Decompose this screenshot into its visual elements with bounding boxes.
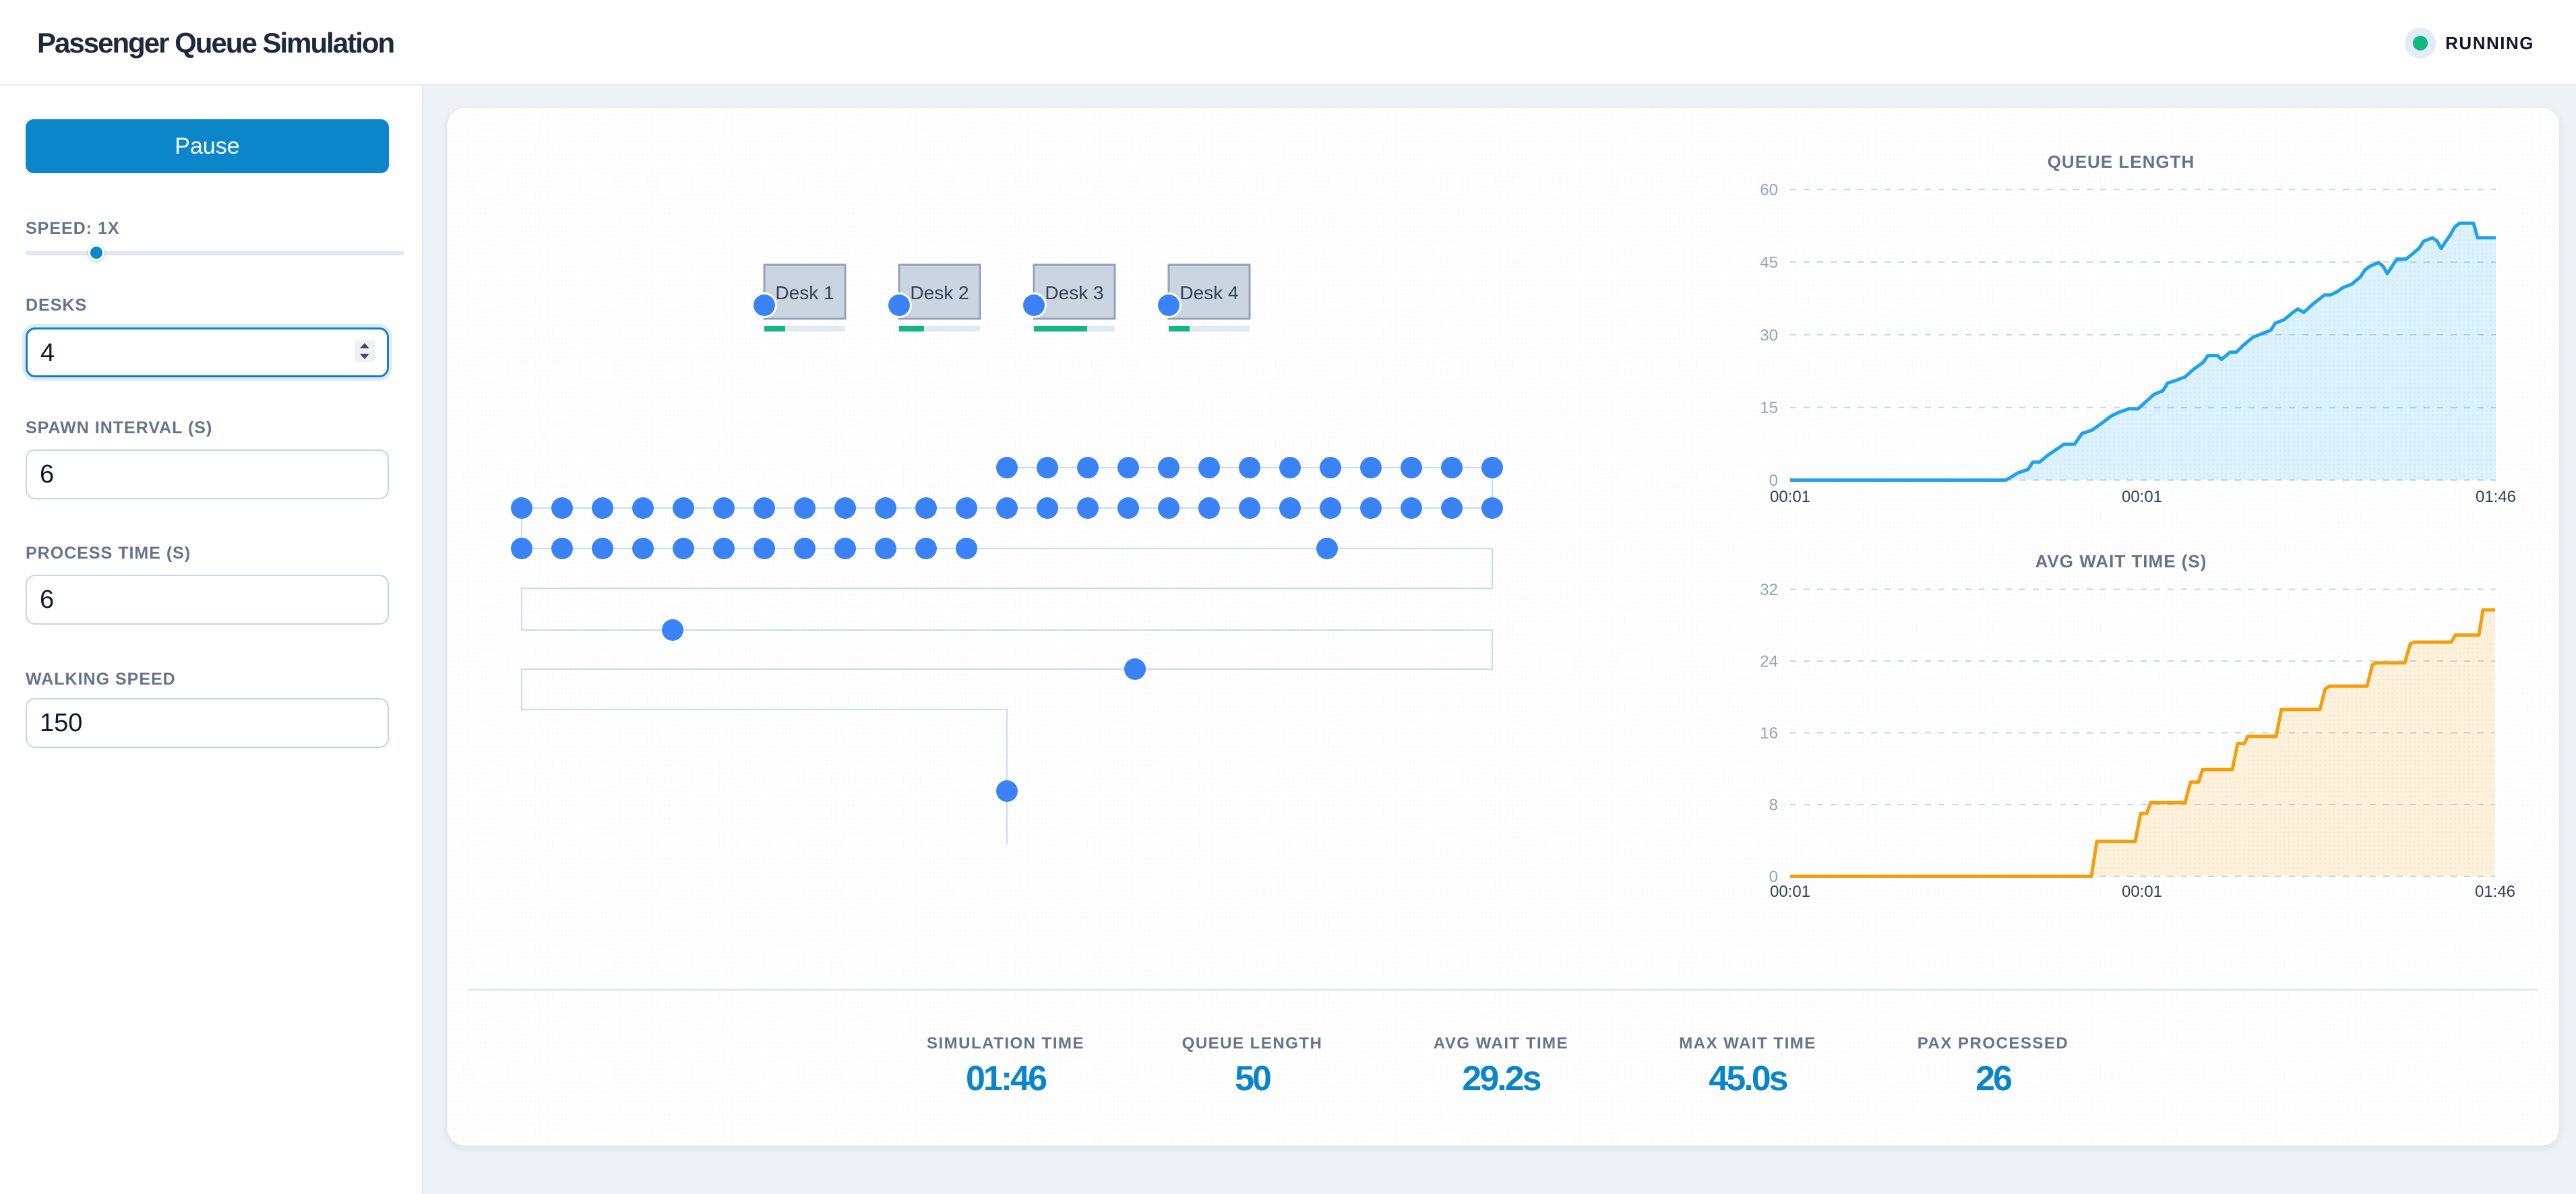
svg-text:32: 32 xyxy=(1760,581,1778,599)
svg-text:01:46: 01:46 xyxy=(2475,883,2515,901)
svg-text:45.0s: 45.0s xyxy=(1709,1059,1787,1098)
svg-text:00:01: 00:01 xyxy=(2122,488,2162,506)
svg-text:26: 26 xyxy=(1975,1059,2012,1098)
svg-text:16: 16 xyxy=(1760,724,1778,743)
svg-text:01:46: 01:46 xyxy=(2476,488,2516,506)
svg-text:60: 60 xyxy=(1760,181,1778,199)
svg-text:QUEUE LENGTH: QUEUE LENGTH xyxy=(2048,152,2195,172)
svg-text:MAX WAIT TIME: MAX WAIT TIME xyxy=(1679,1034,1816,1052)
svg-text:30: 30 xyxy=(1760,326,1778,344)
svg-text:24: 24 xyxy=(1760,653,1778,671)
svg-text:0: 0 xyxy=(1769,868,1778,886)
svg-text:AVG WAIT TIME: AVG WAIT TIME xyxy=(1434,1034,1568,1052)
svg-text:QUEUE LENGTH: QUEUE LENGTH xyxy=(1182,1034,1323,1052)
svg-text:00:01: 00:01 xyxy=(2122,883,2162,901)
svg-text:Desk 4: Desk 4 xyxy=(1179,282,1238,303)
svg-text:50: 50 xyxy=(1235,1059,1270,1098)
svg-text:Desk 2: Desk 2 xyxy=(910,282,969,303)
svg-text:8: 8 xyxy=(1769,796,1778,815)
svg-text:Desk 1: Desk 1 xyxy=(775,282,834,303)
svg-text:01:46: 01:46 xyxy=(966,1059,1047,1098)
svg-text:00:01: 00:01 xyxy=(1770,488,1810,506)
svg-text:29.2s: 29.2s xyxy=(1462,1059,1540,1098)
svg-text:PAX PROCESSED: PAX PROCESSED xyxy=(1918,1034,2068,1052)
svg-text:Desk 3: Desk 3 xyxy=(1045,282,1103,303)
svg-text:0: 0 xyxy=(1769,472,1778,490)
svg-text:45: 45 xyxy=(1760,253,1778,272)
svg-text:AVG WAIT TIME (S): AVG WAIT TIME (S) xyxy=(2035,551,2207,571)
svg-text:SIMULATION TIME: SIMULATION TIME xyxy=(927,1034,1084,1052)
svg-text:00:01: 00:01 xyxy=(1770,883,1810,901)
svg-text:15: 15 xyxy=(1760,399,1778,417)
